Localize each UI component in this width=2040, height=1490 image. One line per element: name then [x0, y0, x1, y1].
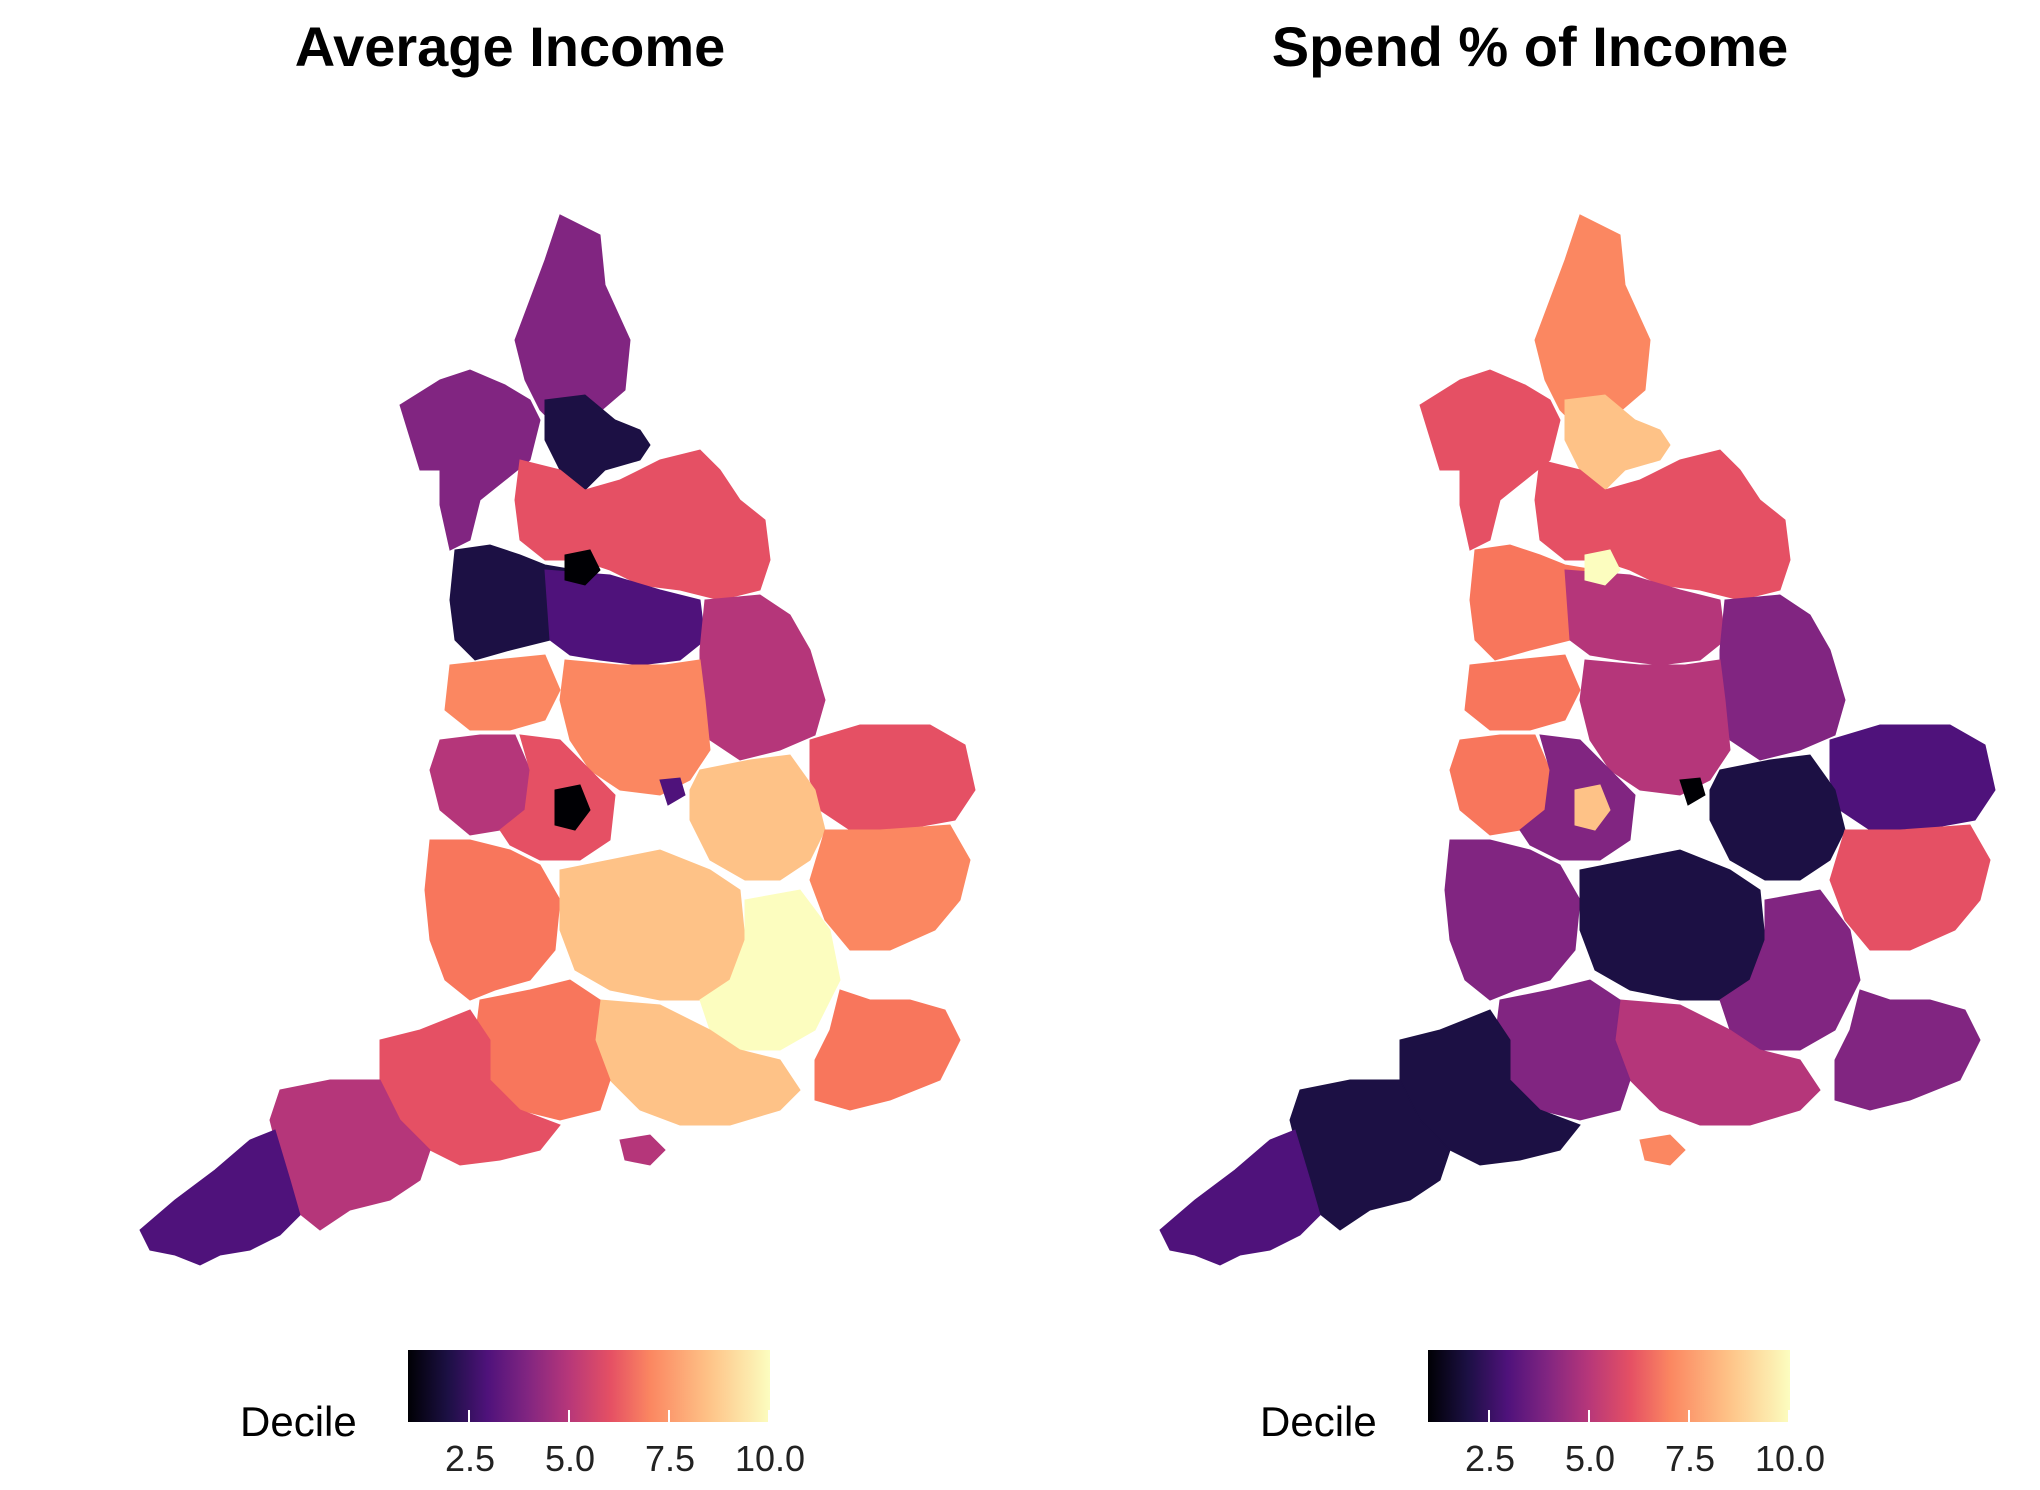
region-lincolnshire [699, 594, 826, 761]
region-cities-south [659, 777, 686, 806]
legend-tick-mark [768, 1410, 770, 1422]
region-cambridgeshire [689, 754, 826, 881]
region-oxford-bucks [1579, 849, 1766, 1001]
region-cities-midlands [554, 784, 591, 831]
region-cornwall [139, 1129, 301, 1266]
region-norfolk [809, 724, 976, 831]
region-lincolnshire [1719, 594, 1846, 761]
panel-title: Average Income [294, 15, 726, 78]
choropleth-map-spend [1159, 214, 1996, 1266]
region-cities-south [1679, 777, 1706, 806]
legend-tick-label: 5.0 [544, 1438, 596, 1479]
legend-title: Decile [240, 1398, 357, 1445]
region-oxford-bucks [559, 849, 746, 1001]
region-north-yorkshire [514, 449, 771, 601]
region-cities-north [564, 549, 601, 586]
region-east-midlands [559, 659, 711, 796]
region-suffolk [1829, 824, 1991, 951]
region-isle-of-wight [619, 1134, 666, 1166]
region-east-midlands [1579, 659, 1731, 796]
map-regions [1159, 214, 1996, 1266]
legend-tick-mark [1588, 1410, 1590, 1422]
legend-tick-label: 2.5 [1464, 1438, 1516, 1479]
region-cumbria [1419, 369, 1561, 551]
map-regions [139, 214, 976, 1266]
panel-spend-percent-income: Spend % of Income Decile 2.5 5.0 7.5 10.… [1020, 0, 2040, 1490]
legend: Decile 2.5 5.0 7.5 10.0 [1260, 1350, 1860, 1490]
legend-tick-mark [668, 1410, 670, 1422]
region-suffolk [809, 824, 971, 951]
legend-tick-label: 7.5 [1664, 1438, 1716, 1479]
legend-tick-mark [468, 1410, 470, 1422]
legend-colorbar [408, 1350, 770, 1422]
legend-colorbar [1428, 1350, 1790, 1422]
legend-tick-label: 7.5 [644, 1438, 696, 1479]
legend-title: Decile [1260, 1398, 1377, 1445]
legend-tick-label: 5.0 [1564, 1438, 1616, 1479]
region-tyne-wear [1564, 394, 1671, 491]
region-gloucestershire [1444, 839, 1581, 1001]
legend: Decile 2.5 5.0 7.5 10.0 [240, 1350, 840, 1490]
region-tyne-wear [544, 394, 651, 491]
legend-tick-mark [1788, 1410, 1790, 1422]
region-isle-of-wight [1639, 1134, 1686, 1166]
region-norfolk [1829, 724, 1996, 831]
legend-tick-mark [1688, 1410, 1690, 1422]
panel-average-income: Average Income Decile 2.5 5.0 7.5 10.0 [139, 15, 976, 1490]
region-cornwall [1159, 1129, 1321, 1266]
region-west-yorkshire [544, 569, 706, 666]
legend-tick-mark [568, 1410, 570, 1422]
legend-tick-label: 10.0 [1754, 1438, 1826, 1479]
region-kent [1834, 989, 1981, 1111]
choropleth-map-income [139, 214, 976, 1266]
region-cheshire [444, 654, 561, 731]
region-gloucestershire [424, 839, 561, 1001]
panel-title: Spend % of Income [1271, 15, 1789, 78]
legend-tick-label: 10.0 [734, 1438, 806, 1479]
region-cities-north [1584, 549, 1621, 586]
region-cheshire [1464, 654, 1581, 731]
region-london-south [1719, 889, 1861, 1051]
region-kent [814, 989, 961, 1111]
region-north-yorkshire [1534, 449, 1791, 601]
region-london-south [699, 889, 841, 1051]
region-west-yorkshire [1564, 569, 1726, 666]
legend-tick-mark [1488, 1410, 1490, 1422]
legend-tick-label: 2.5 [444, 1438, 496, 1479]
region-cambridgeshire [1709, 754, 1846, 881]
region-cumbria [399, 369, 541, 551]
region-cities-midlands [1574, 784, 1611, 831]
